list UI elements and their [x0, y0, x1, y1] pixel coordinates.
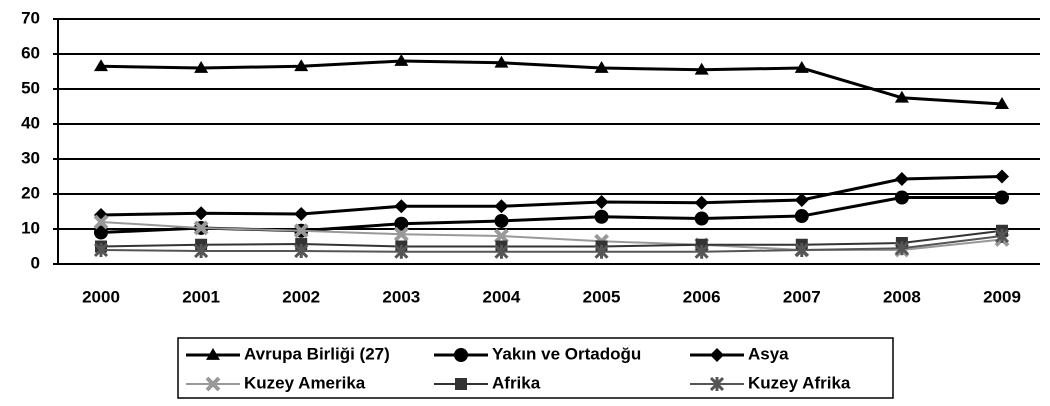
- marker: [894, 241, 909, 256]
- marker: [694, 195, 709, 210]
- marker: [694, 211, 709, 226]
- marker: [709, 376, 725, 392]
- marker: [894, 190, 909, 205]
- x-tick-label: 2002: [282, 287, 320, 306]
- marker: [294, 206, 309, 221]
- x-tick-label: 2006: [683, 287, 721, 306]
- y-tick-label: 0: [31, 253, 40, 272]
- marker: [710, 348, 724, 362]
- legend-label: Yakın ve Ortadoğu: [492, 344, 641, 363]
- marker: [894, 90, 909, 103]
- marker: [494, 213, 509, 228]
- marker: [594, 195, 609, 210]
- marker: [794, 242, 809, 258]
- marker: [454, 348, 468, 362]
- legend-box: [177, 337, 894, 399]
- marker: [494, 199, 509, 214]
- marker: [294, 59, 309, 72]
- marker: [594, 244, 609, 259]
- x-tick-label: 2009: [983, 287, 1021, 306]
- y-tick-label: 10: [21, 218, 40, 237]
- series-line: [100, 235, 1003, 253]
- marker: [794, 61, 809, 73]
- legend-label: Kuzey Amerika: [244, 373, 366, 392]
- marker: [594, 61, 609, 73]
- marker: [995, 169, 1009, 184]
- marker: [995, 97, 1009, 109]
- marker: [93, 214, 109, 230]
- marker: [205, 376, 221, 392]
- legend-label: Asya: [748, 344, 789, 363]
- y-tick-label: 40: [21, 113, 40, 132]
- marker: [194, 61, 209, 73]
- marker: [194, 206, 209, 221]
- marker: [206, 348, 220, 360]
- x-tick-label: 2000: [82, 287, 120, 306]
- legend-label: Avrupa Birliği (27): [244, 344, 390, 363]
- marker: [93, 242, 109, 258]
- x-tick-label: 2004: [483, 287, 521, 306]
- marker: [294, 243, 309, 259]
- marker: [393, 226, 409, 242]
- marker: [995, 190, 1009, 205]
- marker: [594, 209, 609, 224]
- x-tick-label: 2003: [382, 287, 420, 306]
- marker: [94, 59, 108, 72]
- y-tick-label: 50: [21, 78, 40, 97]
- x-tick-label: 2005: [583, 287, 621, 306]
- marker: [194, 243, 209, 259]
- marker: [394, 54, 409, 66]
- series-line: [100, 175, 1003, 217]
- legend-label: Afrika: [492, 373, 541, 392]
- marker: [193, 220, 209, 236]
- x-tick-label: 2008: [883, 287, 921, 306]
- y-tick-label: 60: [21, 43, 40, 62]
- marker: [94, 225, 108, 240]
- y-tick-label: 30: [21, 148, 40, 167]
- marker: [794, 192, 809, 207]
- marker: [394, 244, 409, 259]
- marker: [994, 228, 1010, 244]
- marker: [494, 55, 509, 68]
- marker: [293, 223, 309, 239]
- y-tick-label: 70: [21, 8, 40, 27]
- marker: [794, 209, 809, 224]
- marker: [894, 171, 909, 186]
- series-line: [100, 229, 1003, 248]
- marker: [394, 216, 409, 231]
- marker: [394, 199, 409, 214]
- legend-label: Kuzey Afrika: [748, 373, 851, 392]
- marker: [494, 244, 509, 259]
- marker: [455, 378, 467, 390]
- marker: [694, 62, 709, 75]
- marker: [694, 244, 709, 259]
- marker: [494, 228, 509, 244]
- x-tick-label: 2001: [182, 287, 220, 306]
- series-line: [100, 59, 1003, 106]
- y-tick-label: 20: [21, 183, 40, 202]
- x-tick-label: 2007: [783, 287, 821, 306]
